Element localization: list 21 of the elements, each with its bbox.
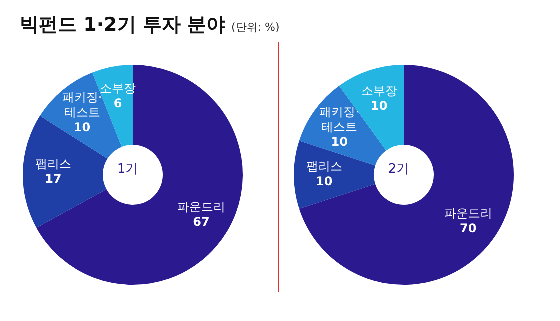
- data-label: 70: [460, 222, 477, 236]
- data-label: 10: [316, 174, 333, 189]
- slice-label: 파운드리: [178, 200, 226, 214]
- data-label: 67: [193, 215, 210, 230]
- slice-label: 파운드리: [444, 206, 492, 221]
- data-label: 10: [371, 99, 388, 114]
- slice-label: 소부장: [361, 84, 398, 98]
- chart-title: 빅펀드 1·2기 투자 분야: [20, 13, 226, 38]
- data-label: 6: [114, 96, 122, 111]
- slice-label: 팹리스: [306, 160, 342, 174]
- slice-label: 패키징·테스트: [320, 105, 360, 134]
- data-label: 10: [331, 135, 348, 150]
- data-label: 17: [45, 172, 62, 186]
- slice-label: 팹리스: [35, 157, 72, 172]
- text: 2기: [387, 161, 411, 179]
- text: 1기: [116, 161, 140, 179]
- slice-label: 패키징·테스트: [62, 90, 102, 120]
- donut-slice: [36, 65, 243, 285]
- donut-slice: [299, 65, 514, 285]
- data-label: 10: [74, 120, 91, 135]
- chart-subtitle: (단위: %): [232, 20, 280, 35]
